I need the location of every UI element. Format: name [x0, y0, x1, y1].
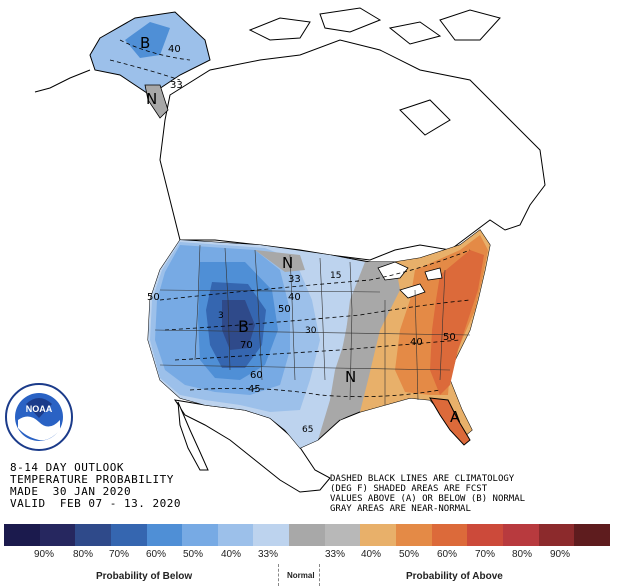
legend-swatch	[289, 524, 325, 546]
alaska-40-label: 40	[168, 44, 181, 55]
west-45-label: 45	[248, 384, 261, 395]
above-label: Probability of Above	[406, 571, 503, 582]
note-line-2: (DEG F) SHADED AREAS ARE FCST	[330, 484, 488, 494]
legend-percent: 50%	[182, 549, 203, 560]
legend-swatch	[324, 524, 361, 546]
legend-percent: 60%	[145, 549, 166, 560]
legend-divider-right	[319, 564, 320, 586]
west-below-label: B	[238, 317, 249, 336]
alaska-normal-label: N	[146, 90, 157, 108]
west-50b-label: 50	[278, 304, 291, 315]
legend-swatch	[253, 524, 290, 546]
legend-percent: 90%	[549, 549, 570, 560]
legend-swatch	[574, 524, 610, 546]
legend-swatch	[4, 524, 40, 546]
note-line-1: DASHED BLACK LINES ARE CLIMATOLOGY	[330, 474, 515, 484]
west-60-label: 60	[250, 370, 263, 381]
outlook-map: B 40 33 N B 70 60 50 50 45 40 N 33 N 40 …	[34, 7, 546, 493]
legend-percent: 80%	[72, 549, 93, 560]
legend-divider-left	[278, 564, 279, 586]
legend-percent: 80%	[511, 549, 532, 560]
legend-swatch	[431, 524, 468, 546]
climatology-lines	[109, 39, 471, 398]
clim-15-label: 15	[330, 271, 341, 281]
alaska-33-label: 33	[170, 80, 183, 91]
alaska-region	[34, 11, 211, 119]
legend-swatch	[110, 524, 147, 546]
legend-percent: 40%	[360, 549, 381, 560]
east-50-label: 50	[443, 332, 456, 343]
outlook-title: 8-14 DAY OUTLOOK	[10, 461, 124, 474]
legend-swatch	[217, 524, 254, 546]
normal-label: Normal	[287, 571, 315, 580]
legend-swatch	[75, 524, 111, 546]
note-line-3: VALUES ABOVE (A) OR BELOW (B) NORMAL	[330, 494, 526, 504]
legend-swatch	[146, 524, 183, 546]
legend-percent: 90%	[33, 549, 54, 560]
legend-percent: 50%	[398, 549, 419, 560]
west-70-label: 70	[240, 340, 253, 351]
legend-percent: 33%	[257, 549, 278, 560]
legend-swatch	[360, 524, 397, 546]
clim-3-label: 3	[218, 311, 224, 321]
legend-percent: 33%	[324, 549, 345, 560]
noaa-logo: NOAA	[5, 383, 73, 451]
legend-swatch	[39, 524, 76, 546]
outlook-valid-dates: VALID FEB 07 - 13. 2020	[10, 497, 181, 510]
outlook-info: 8-14 DAY OUTLOOK TEMPERATURE PROBABILITY…	[10, 462, 181, 510]
plains-normal-label: N	[282, 254, 293, 272]
clim-65-label: 65	[302, 425, 313, 435]
note-line-4: GRAY AREAS ARE NEAR-NORMAL	[330, 504, 471, 514]
north-america-outline	[159, 7, 546, 493]
legend-swatch	[467, 524, 503, 546]
west-40-label: 40	[288, 292, 301, 303]
west-50a-label: 50	[147, 292, 160, 303]
map-notes: DASHED BLACK LINES ARE CLIMATOLOGY (DEG …	[330, 474, 525, 514]
legend-percent: 70%	[474, 549, 495, 560]
legend-swatch	[182, 524, 218, 546]
noaa-logo-text: NOAA	[26, 404, 53, 414]
legend-percent: 60%	[436, 549, 457, 560]
legend-percent: 40%	[220, 549, 241, 560]
south-normal-label: N	[345, 368, 356, 386]
probability-legend	[4, 524, 610, 546]
clim-30-label: 30	[305, 326, 317, 336]
legend-swatch	[502, 524, 539, 546]
legend-swatch	[396, 524, 432, 546]
legend-swatch	[538, 524, 575, 546]
state-borders	[154, 244, 471, 405]
conus-region	[147, 229, 491, 449]
east-40-label: 40	[410, 337, 423, 348]
outlook-made-date: MADE 30 JAN 2020	[10, 485, 132, 498]
alaska-below-label: B	[140, 34, 150, 52]
plains-33-label: 33	[288, 274, 301, 285]
east-above-label: A	[450, 408, 461, 426]
legend-percent: 70%	[108, 549, 129, 560]
outlook-type: TEMPERATURE PROBABILITY	[10, 473, 174, 486]
below-label: Probability of Below	[96, 571, 193, 582]
